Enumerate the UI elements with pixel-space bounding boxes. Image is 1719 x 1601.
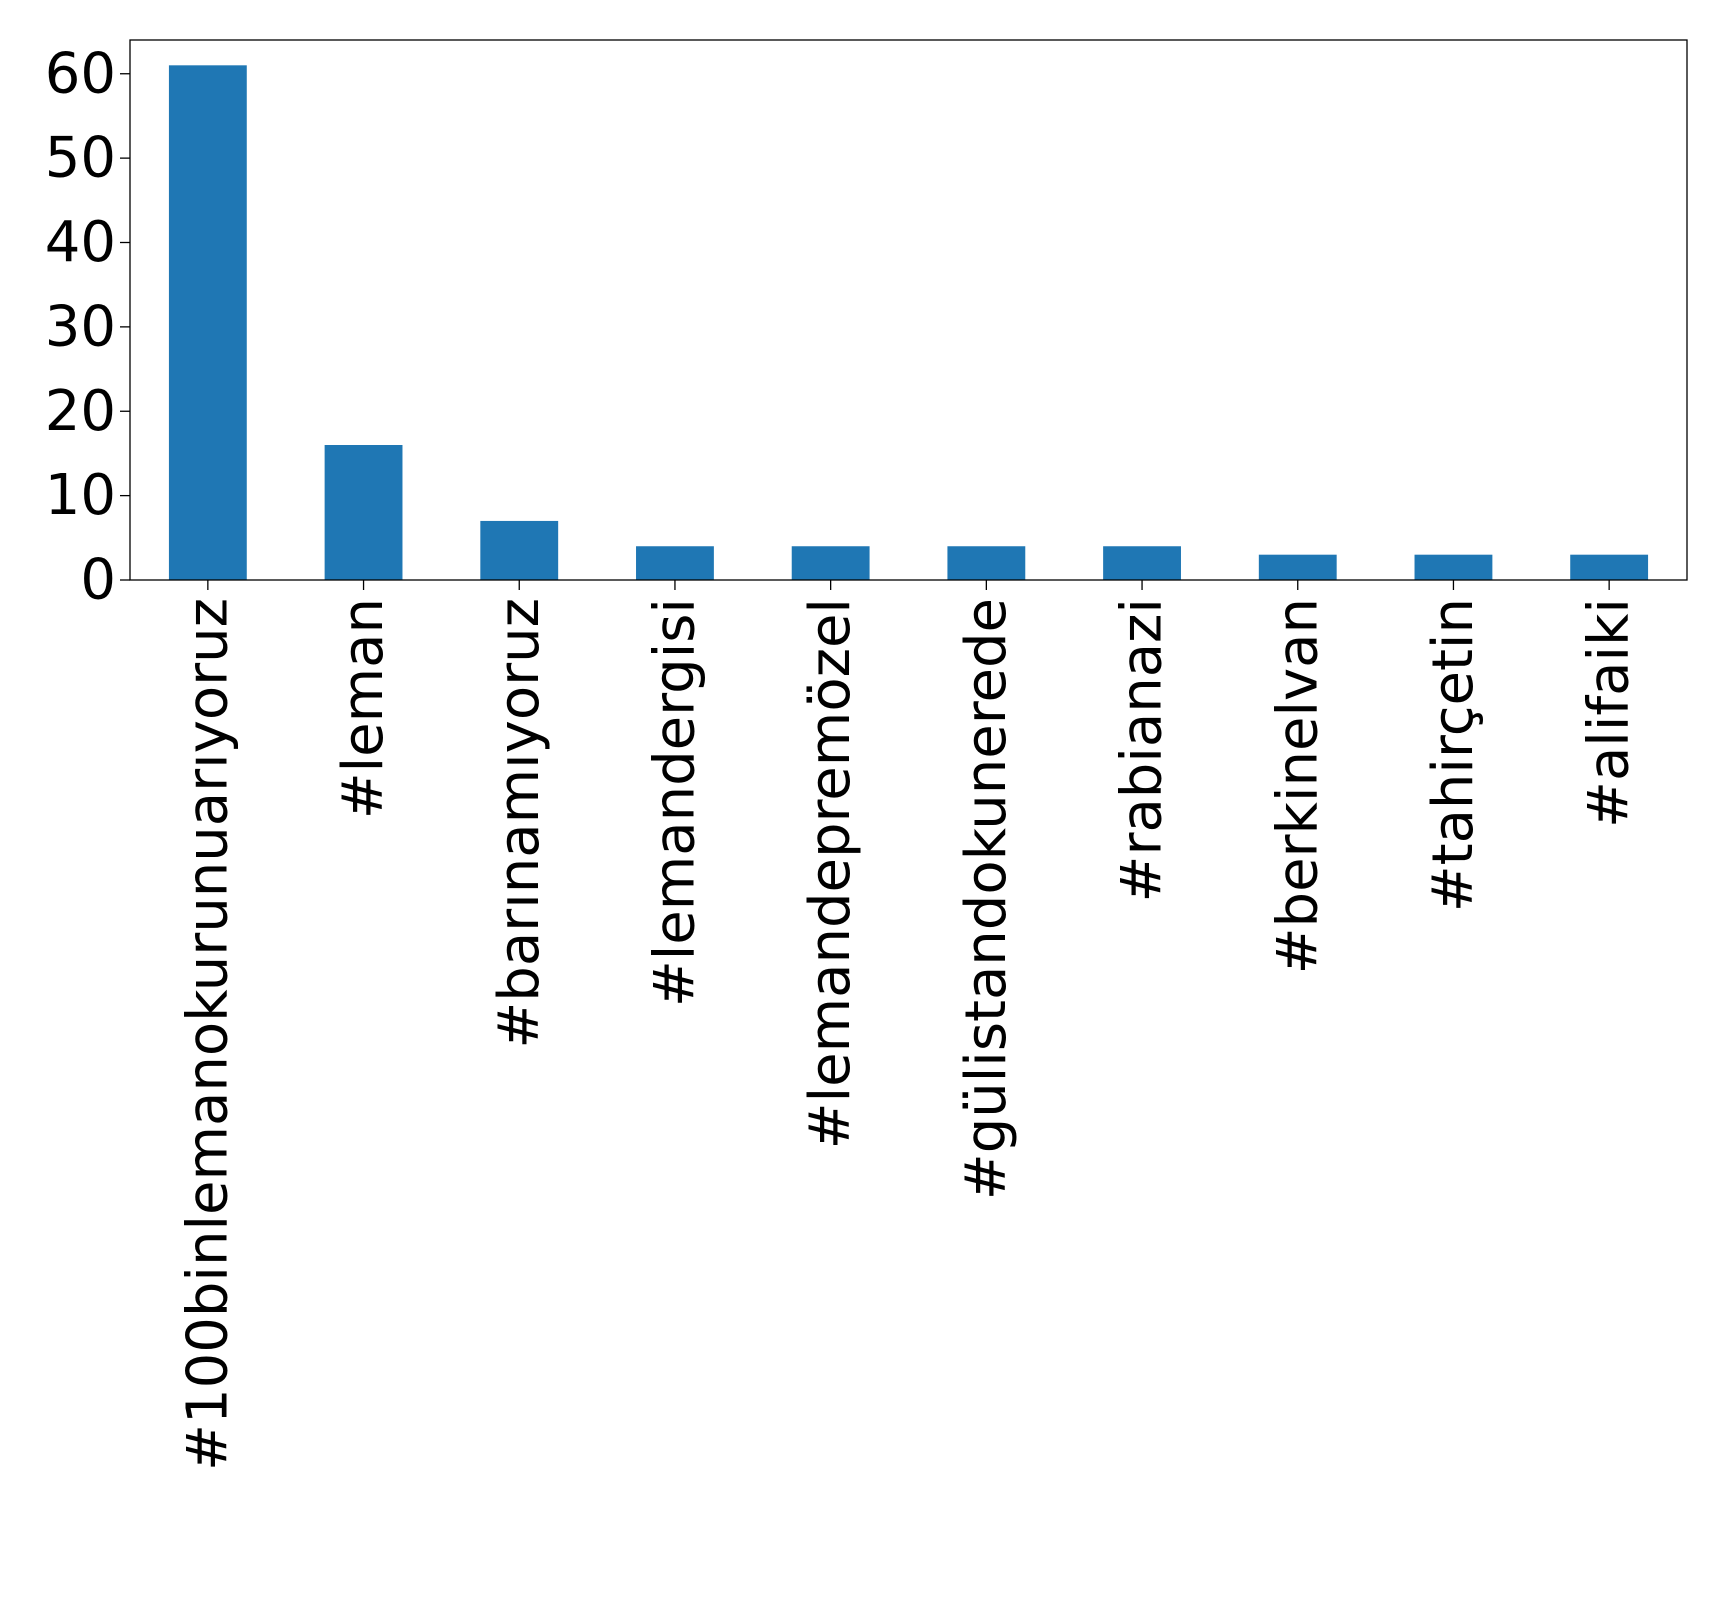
bars-layer bbox=[168, 65, 1649, 580]
x-tick-label: #gülistandokunerede bbox=[954, 598, 1019, 1200]
y-tick-label: 10 bbox=[45, 463, 116, 528]
x-tick-label: #barınamıyoruz bbox=[487, 598, 552, 1049]
axes-layer bbox=[129, 39, 1688, 581]
plot-frame bbox=[129, 39, 1688, 581]
x-tick-label: #alifaiki bbox=[1577, 598, 1642, 828]
bar bbox=[1103, 546, 1181, 580]
bar bbox=[636, 546, 714, 580]
y-tick-label: 20 bbox=[45, 379, 116, 444]
bar bbox=[324, 445, 403, 580]
x-tick-label: #berkinelvan bbox=[1265, 598, 1330, 974]
x-tick-label: #lemandergisi bbox=[642, 598, 707, 1007]
y-tick-label: 40 bbox=[45, 210, 116, 275]
x-tick-label: #leman bbox=[331, 598, 396, 819]
bar bbox=[947, 546, 1026, 580]
ticks-layer: 0 10 20 30 40 50 60 #100binlemanokurunuarıyoruz… bbox=[45, 41, 1642, 1471]
x-tick-label: #rabianazi bbox=[1110, 598, 1175, 902]
bar bbox=[1414, 554, 1493, 580]
x-tick-label: #tahirçetin bbox=[1421, 598, 1486, 912]
x-tick-label: #100binlemanokurunuarıyoruz bbox=[175, 598, 240, 1471]
y-tick-label: 30 bbox=[45, 294, 116, 359]
bar bbox=[1258, 554, 1337, 580]
bar bbox=[168, 65, 247, 580]
bar bbox=[480, 520, 559, 580]
y-tick-label: 60 bbox=[45, 41, 116, 106]
x-tick-label: #lemandepremözel bbox=[798, 598, 863, 1149]
bar bbox=[791, 546, 870, 580]
y-tick-label: 50 bbox=[45, 126, 116, 191]
bar bbox=[1570, 554, 1649, 580]
y-tick-label: 0 bbox=[80, 548, 116, 613]
